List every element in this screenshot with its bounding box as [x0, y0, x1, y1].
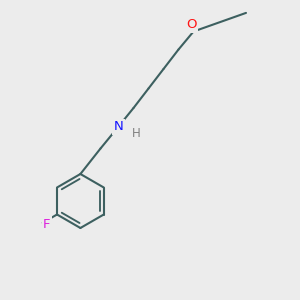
Text: F: F — [43, 218, 51, 231]
Text: H: H — [132, 127, 141, 140]
Text: O: O — [186, 18, 196, 32]
Text: N: N — [114, 120, 123, 134]
